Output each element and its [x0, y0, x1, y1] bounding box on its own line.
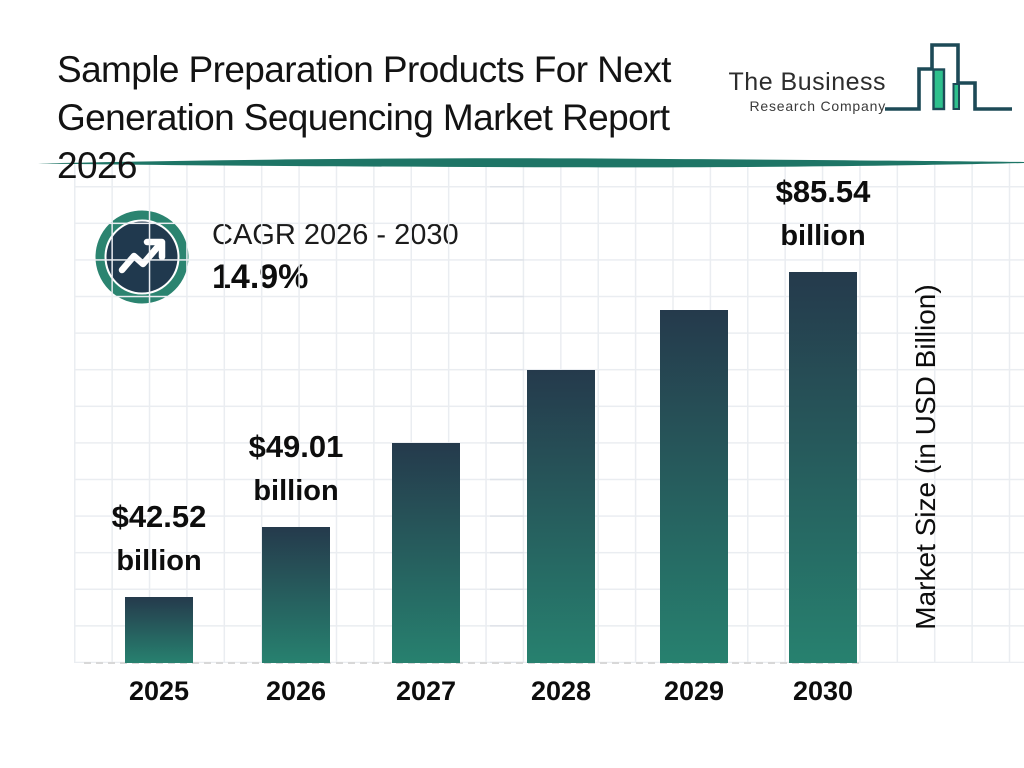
- x-axis-label-2028: 2028: [530, 676, 592, 706]
- x-axis-baseline: [84, 662, 860, 664]
- x-axis-label-2027: 2027: [395, 676, 457, 706]
- y-axis-label: Market Size (in USD Billion): [910, 284, 941, 630]
- bar-chart-skyline-icon: [885, 43, 1012, 111]
- value-amount: $49.01: [248, 429, 344, 464]
- bar-value-label-2030: $85.54 billion: [723, 170, 923, 258]
- title-underline-swoosh: [38, 158, 1024, 168]
- bar-2028: [527, 370, 595, 663]
- bar-2027: [392, 443, 460, 663]
- y-axis-tick-marks: [490, 163, 524, 663]
- logo-subname: Research Company: [749, 98, 886, 114]
- x-axis-label-2030: 2030: [792, 676, 854, 706]
- value-amount: $85.54: [775, 174, 871, 209]
- title-line-1: Sample Preparation Products For Next: [57, 49, 671, 90]
- logo-text: The Business Research Company: [729, 68, 886, 114]
- value-amount: $42.52: [111, 499, 207, 534]
- bar-2029: [660, 310, 728, 663]
- title-line-2: Generation Sequencing Market Report: [57, 97, 670, 138]
- x-axis-label-2026: 2026: [265, 676, 327, 706]
- x-axis-label-2029: 2029: [663, 676, 725, 706]
- page-title: Sample Preparation Products For Next Gen…: [57, 46, 671, 190]
- bar-2026: [262, 527, 330, 663]
- title-line-3: 2026: [57, 145, 138, 186]
- logo-name: The Business: [728, 68, 886, 96]
- value-unit: billion: [780, 220, 866, 252]
- bar-2030: [789, 272, 857, 663]
- value-unit: billion: [253, 475, 339, 507]
- bar-value-label-2026: $49.01 billion: [196, 425, 396, 513]
- x-axis-label-2025: 2025: [128, 676, 190, 706]
- bar-value-label-2025: $42.52 billion: [59, 495, 259, 583]
- bar-2025: [125, 597, 193, 663]
- company-logo: The Business Research Company: [724, 40, 1012, 120]
- value-unit: billion: [116, 545, 202, 577]
